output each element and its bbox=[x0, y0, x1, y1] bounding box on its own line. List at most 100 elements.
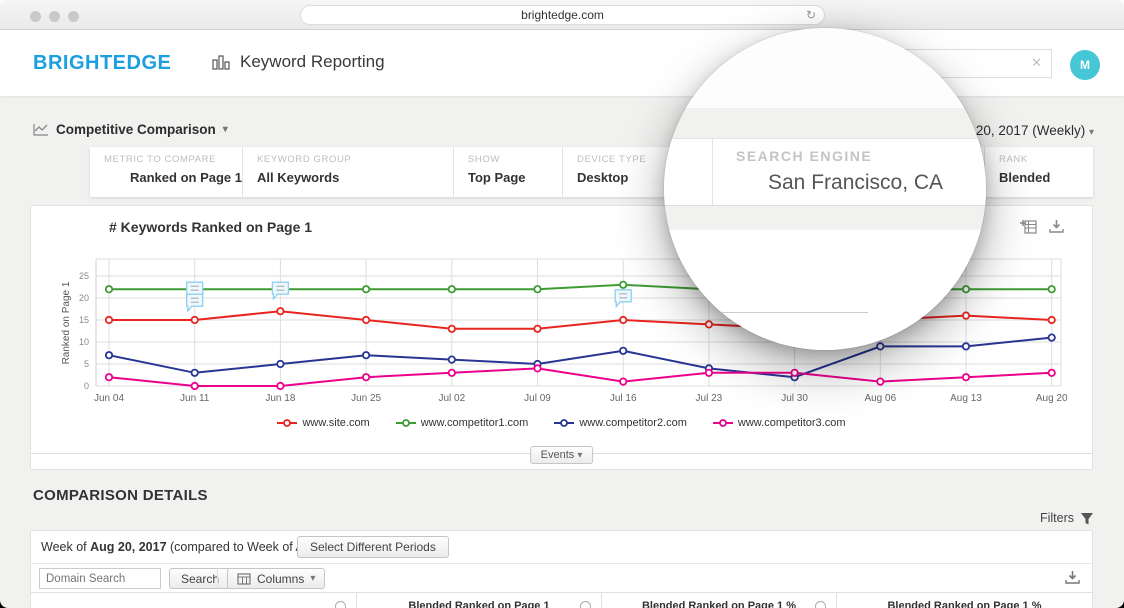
url-text: brightedge.com bbox=[521, 8, 604, 22]
help-icon[interactable] bbox=[815, 601, 826, 608]
filter-card-metric-to-compare[interactable]: METRIC TO COMPARE Ranked on Page 1 bbox=[90, 147, 243, 197]
bar-chart-icon bbox=[212, 54, 230, 70]
chevron-down-icon: ▾ bbox=[577, 450, 582, 461]
table-header-domain bbox=[31, 593, 356, 608]
divider bbox=[712, 139, 713, 205]
svg-text:Jul 23: Jul 23 bbox=[696, 393, 723, 404]
view-selector[interactable]: Competitive Comparison ▾ bbox=[33, 122, 228, 137]
filters-label: Filters bbox=[1040, 511, 1074, 525]
legend-item[interactable]: www.competitor3.com bbox=[713, 417, 846, 429]
svg-text:Jul 16: Jul 16 bbox=[610, 393, 637, 404]
table-header-label: Blended Ranked on Page 1 % bbox=[887, 600, 1041, 608]
chart-title: # Keywords Ranked on Page 1 bbox=[109, 219, 312, 235]
svg-text:Jun 04: Jun 04 bbox=[94, 393, 124, 404]
filter-card-rank[interactable]: RANKBlended bbox=[985, 147, 1093, 197]
svg-text:10: 10 bbox=[79, 337, 89, 347]
filter-label: SHOW bbox=[468, 154, 562, 165]
svg-text:Aug 13: Aug 13 bbox=[950, 393, 982, 404]
magnified-header-area bbox=[664, 28, 986, 108]
legend-marker-icon bbox=[277, 418, 297, 428]
legend-marker-icon bbox=[396, 418, 416, 428]
svg-text:Jul 30: Jul 30 bbox=[781, 393, 808, 404]
minimize-window-icon[interactable] bbox=[49, 11, 60, 22]
events-button[interactable]: Events ▾ bbox=[530, 446, 594, 464]
legend-item[interactable]: www.site.com bbox=[277, 417, 369, 429]
zoom-window-icon[interactable] bbox=[68, 11, 79, 22]
svg-text:Jun 11: Jun 11 bbox=[180, 393, 210, 404]
filter-label: METRIC TO COMPARE bbox=[104, 154, 242, 165]
legend-label: www.competitor3.com bbox=[738, 417, 846, 429]
svg-text:Aug 20: Aug 20 bbox=[1036, 393, 1068, 404]
table-header-label: Blended Ranked on Page 1 bbox=[408, 600, 549, 608]
svg-text:20: 20 bbox=[79, 293, 89, 303]
columns-label: Columns bbox=[257, 572, 304, 586]
filters-button[interactable]: Filters bbox=[1040, 511, 1094, 525]
filter-card-keyword-group[interactable]: KEYWORD GROUPAll Keywords bbox=[243, 147, 454, 197]
week-row: Week of Aug 20, 2017 (compared to Week o… bbox=[31, 531, 1092, 564]
avatar[interactable]: M bbox=[1070, 50, 1100, 80]
line-chart-icon bbox=[33, 123, 49, 136]
table-header[interactable]: Blended Ranked on Page 1 % bbox=[836, 593, 1092, 608]
comparison-panel: Week of Aug 20, 2017 (compared to Week o… bbox=[30, 530, 1093, 608]
download-icon[interactable] bbox=[1065, 570, 1080, 585]
magnified-plot-corner bbox=[718, 312, 868, 350]
chart-actions bbox=[1020, 219, 1064, 234]
chevron-down-icon: ▾ bbox=[310, 573, 315, 584]
svg-text:Jul 09: Jul 09 bbox=[524, 393, 551, 404]
url-bar[interactable]: brightedge.com ↻ bbox=[300, 5, 825, 25]
brightedge-logo[interactable]: BRIGHTEDGE bbox=[33, 52, 171, 75]
help-icon[interactable] bbox=[335, 601, 346, 608]
columns-button[interactable]: Columns ▾ bbox=[227, 568, 325, 589]
search-button[interactable]: Search bbox=[169, 568, 231, 589]
chevron-down-icon: ▾ bbox=[223, 124, 228, 135]
reload-icon[interactable]: ↻ bbox=[806, 6, 816, 24]
table-header-row: Blended Ranked on Page 1 Blended Ranked o… bbox=[31, 593, 1092, 608]
table-header[interactable]: Blended Ranked on Page 1 bbox=[356, 593, 601, 608]
filter-value: Blended bbox=[999, 170, 1093, 185]
browser-chrome: brightedge.com ↻ bbox=[0, 0, 1124, 30]
table-header[interactable]: Blended Ranked on Page 1 % bbox=[601, 593, 836, 608]
legend-item[interactable]: www.competitor1.com bbox=[396, 417, 529, 429]
download-icon[interactable] bbox=[1049, 219, 1064, 234]
table-toolbar: Search Columns ▾ bbox=[31, 564, 1092, 593]
funnel-icon bbox=[1080, 512, 1094, 525]
week-date: Aug 20, 2017 bbox=[90, 540, 166, 554]
search-engine-value: San Francisco, CA bbox=[768, 171, 943, 195]
legend-label: www.site.com bbox=[302, 417, 369, 429]
help-icon[interactable] bbox=[580, 601, 591, 608]
svg-text:25: 25 bbox=[79, 271, 89, 281]
legend-marker-icon bbox=[554, 418, 574, 428]
svg-text:0: 0 bbox=[84, 381, 89, 391]
domain-search-input[interactable] bbox=[39, 568, 161, 589]
table-header-label: Blended Ranked on Page 1 % bbox=[642, 600, 796, 608]
svg-text:5: 5 bbox=[84, 359, 89, 369]
add-to-dashboard-icon[interactable] bbox=[1020, 219, 1037, 234]
svg-text:15: 15 bbox=[79, 315, 89, 325]
events-button-label: Events bbox=[541, 449, 575, 461]
comparison-details-heading: COMPARISON DETAILS bbox=[33, 487, 208, 504]
page-title: Keyword Reporting bbox=[240, 52, 385, 72]
filter-card-show[interactable]: SHOWTop Page bbox=[454, 147, 563, 197]
magnifier-overlay: SEARCH ENGINE San Francisco, CA bbox=[664, 28, 986, 350]
filter-value: Ranked on Page 1 bbox=[104, 170, 242, 185]
svg-text:Jun 18: Jun 18 bbox=[265, 393, 295, 404]
clear-search-icon[interactable]: ✕ bbox=[1031, 55, 1042, 71]
search-engine-label: SEARCH ENGINE bbox=[736, 148, 872, 164]
legend-label: www.competitor1.com bbox=[421, 417, 529, 429]
browser-window: brightedge.com ↻ BRIGHTEDGE Keyword Repo… bbox=[0, 0, 1124, 608]
select-different-periods-button[interactable]: Select Different Periods bbox=[297, 536, 449, 558]
report-title: Keyword Reporting bbox=[212, 52, 385, 72]
filter-label: KEYWORD GROUP bbox=[257, 154, 453, 165]
legend-marker-icon bbox=[713, 418, 733, 428]
columns-icon bbox=[237, 573, 251, 585]
svg-text:Ranked on Page 1: Ranked on Page 1 bbox=[61, 281, 72, 364]
view-title: Competitive Comparison bbox=[56, 122, 216, 137]
window-controls[interactable] bbox=[30, 11, 79, 22]
legend-item[interactable]: www.competitor2.com bbox=[554, 417, 687, 429]
close-window-icon[interactable] bbox=[30, 11, 41, 22]
week-prefix: Week of bbox=[41, 540, 90, 554]
divider bbox=[217, 568, 218, 589]
svg-text:Jul 02: Jul 02 bbox=[438, 393, 465, 404]
legend-label: www.competitor2.com bbox=[579, 417, 687, 429]
svg-text:Aug 06: Aug 06 bbox=[864, 393, 896, 404]
